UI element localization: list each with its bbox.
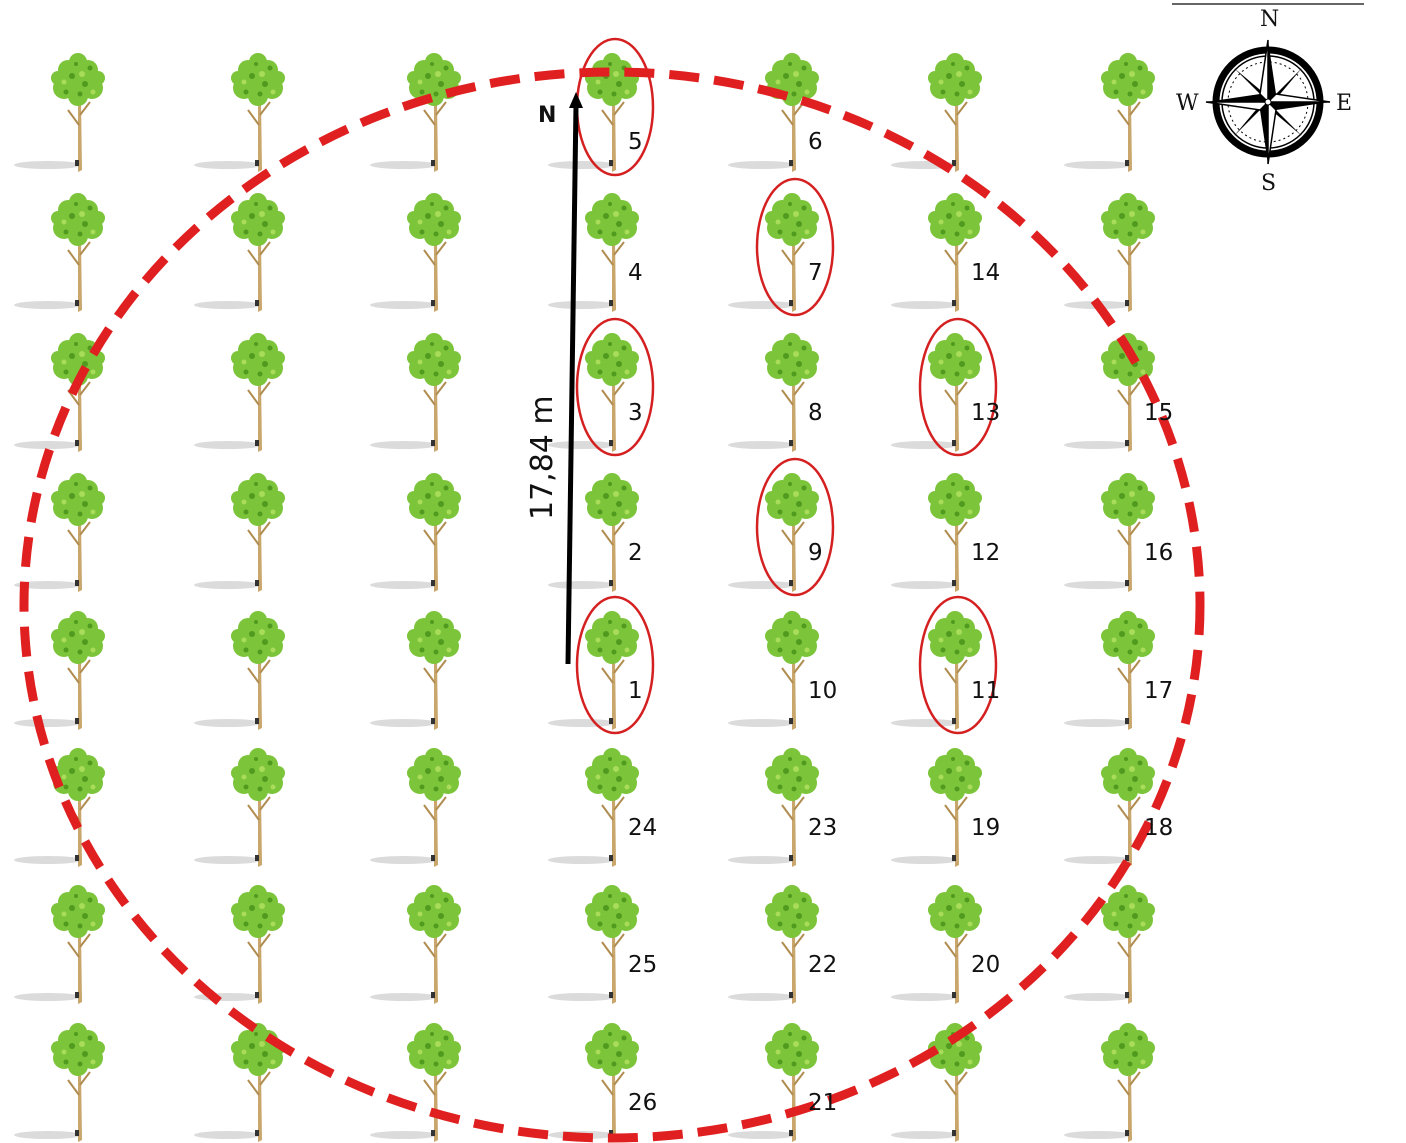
tree-icon — [369, 747, 462, 868]
tree-icon — [547, 884, 640, 1005]
tree-icon — [547, 610, 640, 731]
tree-icon — [727, 884, 820, 1005]
tree-icon — [193, 192, 286, 313]
tree-icon — [1063, 610, 1156, 731]
tree-number-label: 24 — [628, 815, 657, 841]
tree-number-label: 3 — [628, 400, 643, 426]
tree-number-label: 23 — [808, 815, 837, 841]
tree-icon — [547, 747, 640, 868]
tree-icon — [193, 472, 286, 593]
tree-icon — [1063, 192, 1156, 313]
tree-icon — [547, 1022, 640, 1143]
tree-number-label: 2 — [628, 540, 643, 566]
tree-icon — [193, 610, 286, 731]
tree-icon — [547, 332, 640, 453]
tree-icon — [1063, 747, 1156, 868]
tree-number-label: 14 — [971, 260, 1000, 286]
tree-icon — [193, 332, 286, 453]
tree-icon — [1063, 52, 1156, 173]
tree-number-label: 13 — [971, 400, 1000, 426]
tree-icon — [890, 1022, 983, 1143]
tree-number-label: 19 — [971, 815, 1000, 841]
selected-tree-ellipse — [575, 317, 655, 457]
tree-icon — [1063, 1022, 1156, 1143]
compass-west: W — [1176, 91, 1199, 116]
tree-number-label: 6 — [808, 129, 823, 155]
tree-icon — [727, 52, 820, 173]
tree-number-label: 11 — [971, 678, 1000, 704]
compass-north: N — [1260, 7, 1279, 32]
tree-icon — [13, 884, 106, 1005]
selected-tree-markers — [575, 37, 998, 735]
tree-icon — [193, 747, 286, 868]
tree-icon — [890, 884, 983, 1005]
tree-number-label: 16 — [1144, 540, 1173, 566]
selected-tree-ellipse — [755, 457, 835, 597]
tree-number-label: 7 — [808, 260, 823, 286]
tree-icon — [727, 610, 820, 731]
tree-icon — [13, 472, 106, 593]
tree-icon — [547, 192, 640, 313]
tree-icon — [890, 192, 983, 313]
tree-icon — [727, 332, 820, 453]
tree-number-label: 26 — [628, 1090, 657, 1116]
selected-tree-ellipse — [918, 317, 998, 457]
compass-east: E — [1336, 91, 1352, 116]
plot-boundary-circle — [19, 67, 1205, 1143]
tree-number-label: 20 — [971, 952, 1000, 978]
tree-labels: 5 6 4 7 14 3 8 13 15 2 9 12 16 1 10 11 17 24 23 19 18 25 22 20 2… — [628, 129, 1173, 1116]
tree-number-label: 4 — [628, 260, 643, 286]
north-arrow-label: N — [538, 103, 556, 128]
tree-icon — [369, 1022, 462, 1143]
tree-icon — [890, 610, 983, 731]
tree-number-label: 5 — [628, 129, 643, 155]
tree-icon — [13, 192, 106, 313]
tree-icon — [13, 1022, 106, 1143]
tree-number-label: 1 — [628, 678, 643, 704]
radius-label: 17,84 m — [525, 395, 560, 520]
compass-icon — [1205, 39, 1331, 165]
tree-icon — [369, 884, 462, 1005]
tree-icon — [890, 747, 983, 868]
tree-icon — [13, 52, 106, 173]
tree-number-label: 22 — [808, 952, 837, 978]
tree-icon — [1063, 332, 1156, 453]
tree-number-label: 18 — [1144, 815, 1173, 841]
tree-number-label: 10 — [808, 678, 837, 704]
tree-icon — [369, 332, 462, 453]
tree-icon — [727, 1022, 820, 1143]
tree-grid — [13, 52, 1156, 1143]
tree-icon — [727, 192, 820, 313]
tree-number-label: 15 — [1144, 400, 1173, 426]
tree-icon — [890, 332, 983, 453]
tree-icon — [890, 52, 983, 173]
tree-icon — [193, 52, 286, 173]
tree-icon — [727, 747, 820, 868]
tree-icon — [547, 472, 640, 593]
selected-tree-ellipse — [575, 595, 655, 735]
tree-number-label: 9 — [808, 540, 823, 566]
tree-number-label: 12 — [971, 540, 1000, 566]
tree-icon — [369, 610, 462, 731]
tree-number-label: 17 — [1144, 678, 1173, 704]
tree-number-label: 21 — [808, 1090, 837, 1116]
tree-icon — [1063, 472, 1156, 593]
tree-icon — [727, 472, 820, 593]
tree-number-label: 25 — [628, 952, 657, 978]
tree-icon — [890, 472, 983, 593]
selected-tree-ellipse — [755, 177, 835, 317]
compass-rose: N S E W — [1172, 3, 1364, 196]
tree-icon — [369, 192, 462, 313]
compass-south: S — [1261, 171, 1276, 196]
selected-tree-ellipse — [918, 595, 998, 735]
tree-number-label: 8 — [808, 400, 823, 426]
radius-arrow — [565, 92, 583, 665]
tree-icon — [369, 472, 462, 593]
tree-icon — [1063, 884, 1156, 1005]
